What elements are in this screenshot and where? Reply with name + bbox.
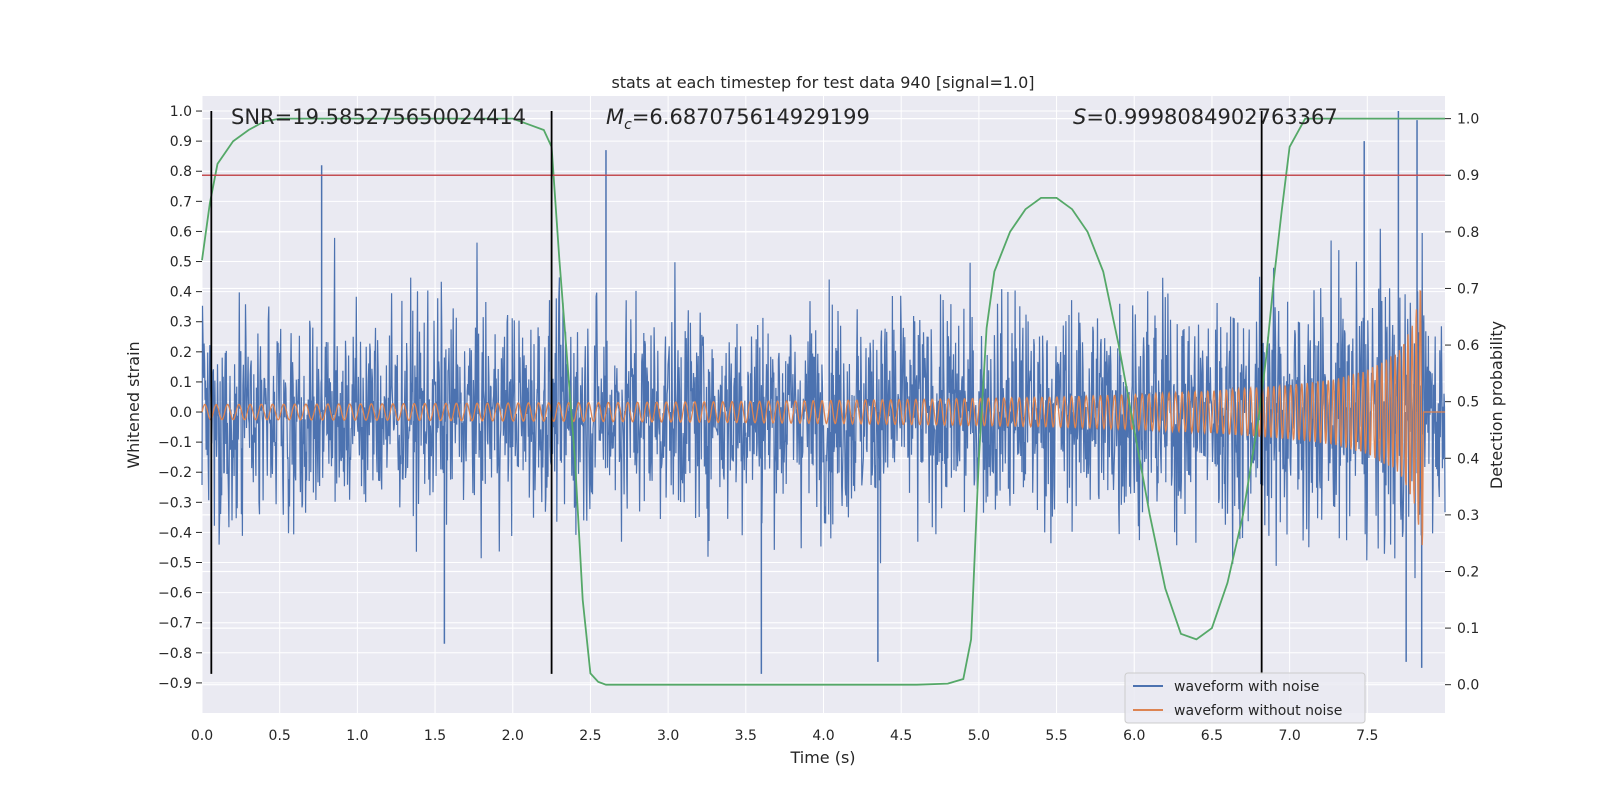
series-with-noise bbox=[201, 228, 1446, 579]
y-tick-label-right: 0.1 bbox=[1457, 621, 1479, 637]
s-value: =0.9998084902763367 bbox=[1086, 105, 1337, 129]
legend-label-with-noise: waveform with noise bbox=[1174, 679, 1319, 695]
x-tick-label: 1.0 bbox=[346, 728, 368, 744]
reference-lines bbox=[202, 111, 1445, 674]
y-tick-label: −0.3 bbox=[158, 495, 192, 511]
y-tick-label: −0.8 bbox=[158, 646, 192, 662]
x-tick-label: 6.0 bbox=[1123, 728, 1145, 744]
y-tick-label: 0.5 bbox=[170, 255, 192, 271]
x-tick-label: 5.5 bbox=[1045, 728, 1067, 744]
y-tick-label-right: 0.0 bbox=[1457, 678, 1479, 694]
x-tick-label: 5.0 bbox=[968, 728, 990, 744]
y-tick-label: 0.9 bbox=[170, 134, 192, 150]
y-tick-label-right: 0.8 bbox=[1457, 225, 1479, 241]
s-annotation: S=0.9998084902763367 bbox=[1073, 105, 1338, 129]
y-tick-label-right: 0.2 bbox=[1457, 564, 1479, 580]
x-tick-label: 1.5 bbox=[424, 728, 446, 744]
y-tick-label: −0.9 bbox=[158, 676, 192, 692]
y-tick-label-right: 0.6 bbox=[1457, 338, 1479, 354]
y-tick-label: −0.6 bbox=[158, 586, 192, 602]
y-tick-label: 0.8 bbox=[170, 164, 192, 180]
mc-value: =6.687075614929199 bbox=[632, 105, 870, 129]
y-tick-label: 0.0 bbox=[170, 405, 192, 421]
mc-subscript: c bbox=[624, 117, 632, 133]
s-symbol: S bbox=[1073, 105, 1086, 129]
y-tick-label: −0.4 bbox=[158, 525, 192, 541]
x-tick-label: 4.0 bbox=[812, 728, 834, 744]
y-tick-label: 0.7 bbox=[170, 194, 192, 210]
y-axis-label: Whitened strain bbox=[124, 341, 143, 468]
y-tick-label: 0.2 bbox=[170, 345, 192, 361]
y-tick-label: 1.0 bbox=[170, 104, 192, 120]
x-tick-label: 0.0 bbox=[191, 728, 213, 744]
y-tick-label-right: 1.0 bbox=[1457, 112, 1479, 128]
y-tick-label: 0.1 bbox=[170, 375, 192, 391]
y-tick-label-right: 0.3 bbox=[1457, 508, 1479, 524]
x-tick-label: 0.5 bbox=[269, 728, 291, 744]
x-tick-label: 7.5 bbox=[1356, 728, 1378, 744]
mc-symbol: M bbox=[606, 105, 624, 129]
legend-box bbox=[1124, 672, 1366, 724]
x-tick-label: 2.5 bbox=[579, 728, 601, 744]
axes: 0.0 0.5 1.0 1.5 2.0 2.5 3.0 3.5 4.0 4.5 5.0 5.5 6.0 6… bbox=[158, 104, 1479, 744]
x-tick-label: 7.0 bbox=[1278, 728, 1300, 744]
y-tick-label: 0.4 bbox=[170, 285, 192, 301]
y-tick-label: −0.5 bbox=[158, 556, 192, 572]
y-tick-label-right: 0.4 bbox=[1457, 451, 1479, 467]
x-tick-label: 6.5 bbox=[1201, 728, 1223, 744]
mc-annotation: Mc=6.687075614929199 bbox=[606, 105, 870, 133]
series-detection-probability bbox=[201, 117, 1445, 686]
x-tick-label: 4.5 bbox=[890, 728, 912, 744]
legend: waveform with noise waveform without noi… bbox=[1124, 672, 1366, 724]
y-tick-label-right: 0.7 bbox=[1457, 281, 1479, 297]
y-axis-label-right: Detection probability bbox=[1487, 321, 1506, 489]
series-without-noise bbox=[201, 290, 1445, 546]
chart-title: stats at each timestep for test data 940… bbox=[611, 73, 1034, 92]
y-tick-label-right: 0.9 bbox=[1457, 168, 1479, 184]
x-tick-label: 2.0 bbox=[502, 728, 524, 744]
y-tick-label-right: 0.5 bbox=[1457, 395, 1479, 411]
x-tick-label: 3.0 bbox=[657, 728, 679, 744]
legend-label-without-noise: waveform without noise bbox=[1174, 703, 1342, 719]
x-axis-label: Time (s) bbox=[789, 748, 855, 767]
y-tick-label: 0.3 bbox=[170, 315, 192, 331]
y-tick-label: −0.2 bbox=[158, 465, 192, 481]
y-tick-label: −0.1 bbox=[158, 435, 192, 451]
series-layer bbox=[201, 111, 1446, 686]
y-tick-label: 0.6 bbox=[170, 224, 192, 240]
snr-annotation: SNR=19.585275650024414 bbox=[231, 105, 526, 129]
x-tick-label: 3.5 bbox=[735, 728, 757, 744]
y-tick-label: −0.7 bbox=[158, 616, 192, 632]
